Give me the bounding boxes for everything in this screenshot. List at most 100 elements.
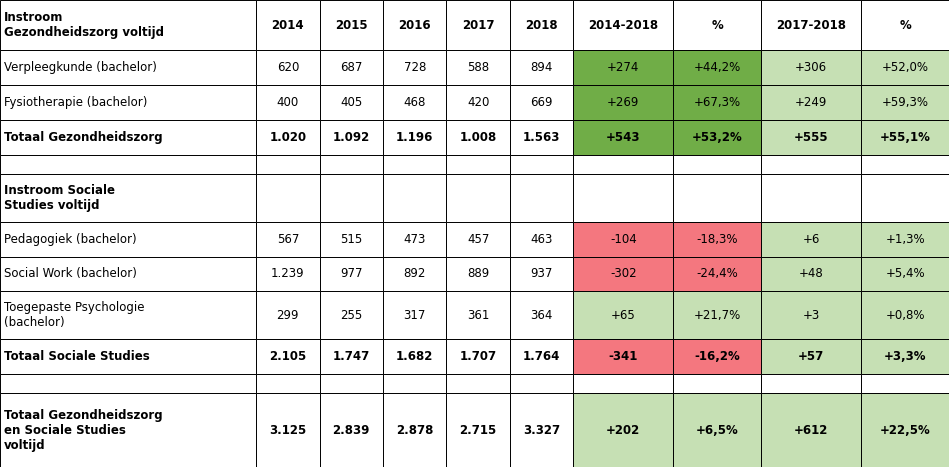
Text: +3: +3 <box>803 309 820 322</box>
Text: 588: 588 <box>467 61 490 74</box>
Bar <box>383 85 446 120</box>
Text: +274: +274 <box>607 61 640 74</box>
Text: 400: 400 <box>277 96 299 109</box>
Bar <box>674 374 761 393</box>
Bar <box>674 291 761 339</box>
Bar <box>510 50 573 85</box>
Text: +306: +306 <box>795 61 828 74</box>
Bar <box>674 222 761 256</box>
Text: Totaal Gezondheidszorg: Totaal Gezondheidszorg <box>4 131 162 144</box>
Bar <box>861 50 949 85</box>
Bar <box>573 174 674 222</box>
Bar <box>0 291 256 339</box>
Bar <box>510 85 573 120</box>
Bar <box>320 174 383 222</box>
Bar <box>446 393 510 467</box>
Text: %: % <box>900 19 911 32</box>
Bar <box>0 393 256 467</box>
Bar <box>320 50 383 85</box>
Text: 669: 669 <box>530 96 553 109</box>
Bar <box>674 0 761 50</box>
Bar <box>573 374 674 393</box>
Bar <box>256 374 320 393</box>
Text: +3,3%: +3,3% <box>884 350 926 363</box>
Text: 2014-2018: 2014-2018 <box>588 19 659 32</box>
Bar <box>256 0 320 50</box>
Bar <box>256 256 320 291</box>
Bar <box>0 50 256 85</box>
Bar <box>573 155 674 174</box>
Text: 1.563: 1.563 <box>523 131 560 144</box>
Text: -24,4%: -24,4% <box>697 268 738 281</box>
Bar <box>674 174 761 222</box>
Text: 405: 405 <box>340 96 363 109</box>
Bar <box>761 174 861 222</box>
Bar <box>320 85 383 120</box>
Bar <box>256 50 320 85</box>
Text: +22,5%: +22,5% <box>880 424 930 437</box>
Bar <box>674 85 761 120</box>
Text: -341: -341 <box>608 350 638 363</box>
Text: 728: 728 <box>403 61 426 74</box>
Text: 1.764: 1.764 <box>523 350 560 363</box>
Bar <box>256 85 320 120</box>
Bar <box>446 222 510 256</box>
Text: +59,3%: +59,3% <box>882 96 928 109</box>
Bar <box>0 256 256 291</box>
Bar <box>510 155 573 174</box>
Bar <box>861 339 949 374</box>
Bar <box>573 256 674 291</box>
Text: +202: +202 <box>606 424 641 437</box>
Bar <box>0 120 256 155</box>
Bar <box>861 374 949 393</box>
Text: 515: 515 <box>340 233 363 246</box>
Bar <box>320 155 383 174</box>
Text: 473: 473 <box>403 233 426 246</box>
Bar <box>383 0 446 50</box>
Bar <box>320 291 383 339</box>
Text: 420: 420 <box>467 96 490 109</box>
Text: 892: 892 <box>403 268 426 281</box>
Text: 255: 255 <box>340 309 363 322</box>
Text: +48: +48 <box>799 268 824 281</box>
Text: +44,2%: +44,2% <box>694 61 741 74</box>
Text: +555: +555 <box>794 131 828 144</box>
Text: 2.878: 2.878 <box>396 424 434 437</box>
Bar <box>761 291 861 339</box>
Bar <box>510 393 573 467</box>
Text: 468: 468 <box>403 96 426 109</box>
Bar <box>320 120 383 155</box>
Text: 620: 620 <box>277 61 299 74</box>
Text: +612: +612 <box>794 424 828 437</box>
Bar <box>383 222 446 256</box>
Text: +65: +65 <box>611 309 636 322</box>
Text: +6: +6 <box>803 233 820 246</box>
Bar <box>256 339 320 374</box>
Bar <box>510 339 573 374</box>
Text: 1.092: 1.092 <box>333 131 370 144</box>
Bar <box>674 393 761 467</box>
Bar <box>0 155 256 174</box>
Text: 2.105: 2.105 <box>270 350 307 363</box>
Text: Instroom Sociale
Studies voltijd: Instroom Sociale Studies voltijd <box>4 184 115 212</box>
Bar <box>861 0 949 50</box>
Bar <box>861 85 949 120</box>
Text: +55,1%: +55,1% <box>880 131 931 144</box>
Bar <box>510 0 573 50</box>
Bar <box>320 374 383 393</box>
Text: 1.239: 1.239 <box>271 268 305 281</box>
Bar <box>674 339 761 374</box>
Bar <box>446 50 510 85</box>
Text: 2.715: 2.715 <box>459 424 496 437</box>
Text: 889: 889 <box>467 268 490 281</box>
Text: 977: 977 <box>340 268 363 281</box>
Bar <box>320 222 383 256</box>
Bar <box>383 256 446 291</box>
Text: %: % <box>712 19 723 32</box>
Text: 1.682: 1.682 <box>396 350 434 363</box>
Bar <box>0 0 256 50</box>
Bar <box>573 339 674 374</box>
Bar <box>510 374 573 393</box>
Bar <box>861 155 949 174</box>
Text: +5,4%: +5,4% <box>885 268 925 281</box>
